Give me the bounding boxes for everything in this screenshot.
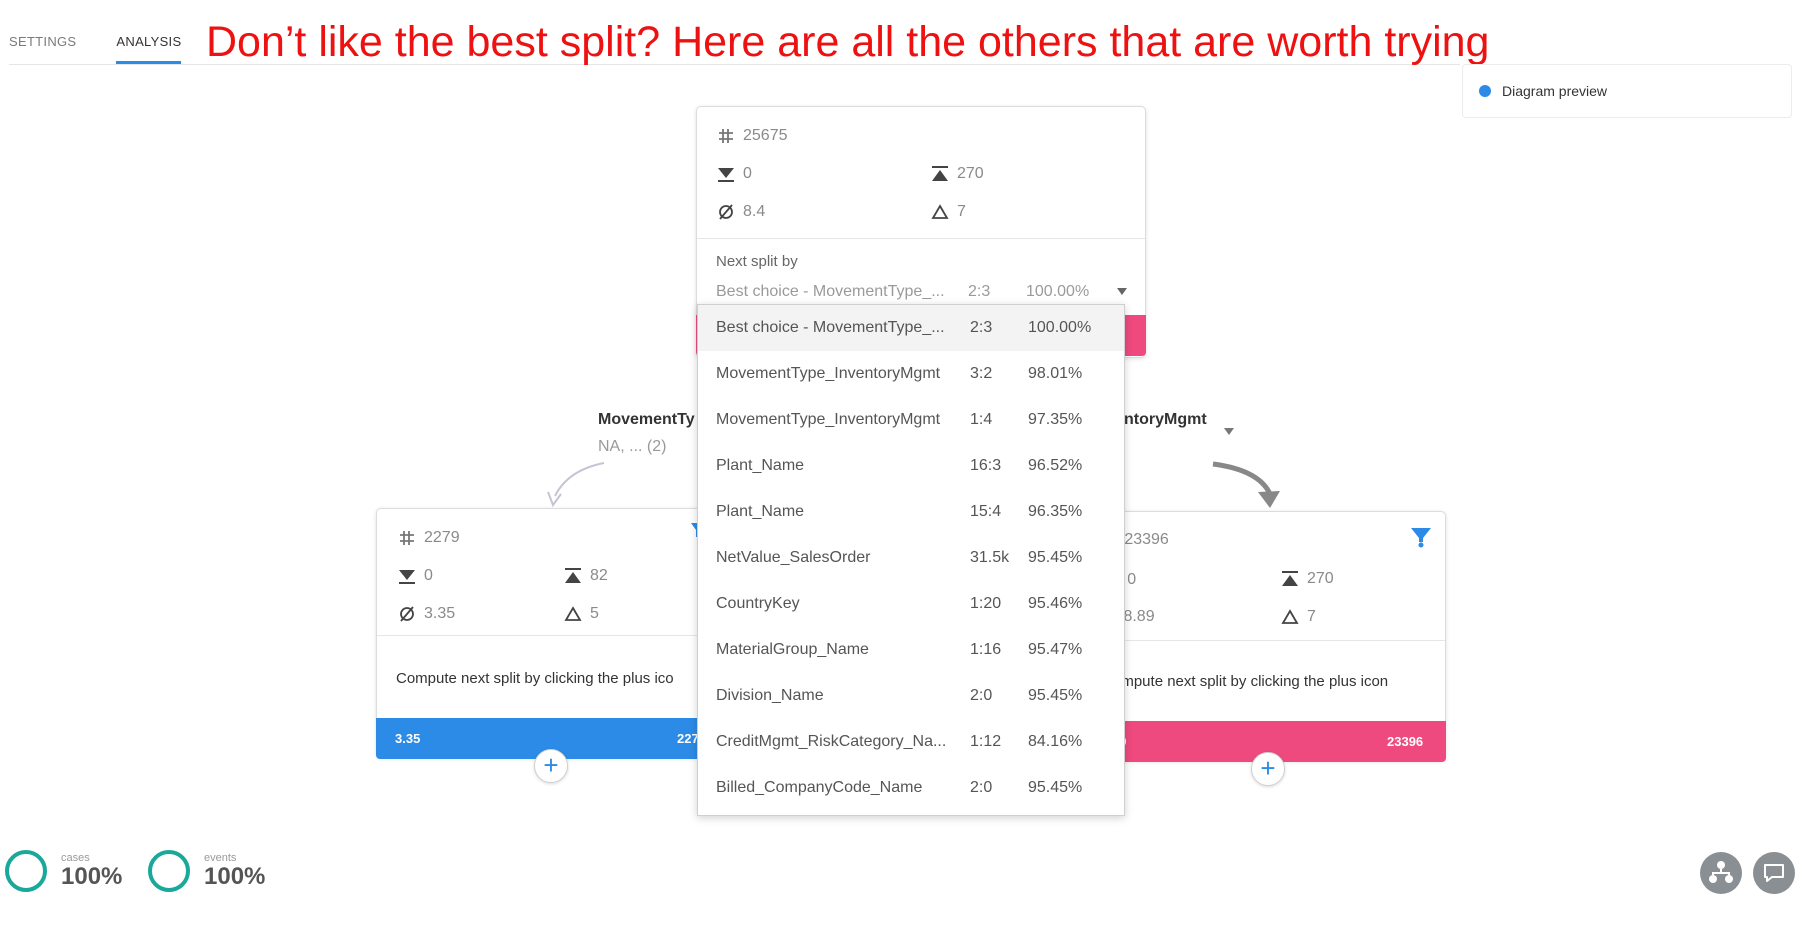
plus-button[interactable]: + — [1251, 752, 1285, 786]
avg-stat: 8.4 — [717, 203, 765, 221]
range-stat: 7 — [1281, 608, 1316, 626]
range-stat: 7 — [931, 203, 966, 221]
dropdown-option[interactable]: MovementType_InventoryMgmt 1:4 97.35% — [716, 411, 1083, 428]
max-stat: 82 — [564, 567, 608, 585]
card-divider — [1099, 640, 1445, 641]
right-node-card[interactable]: - 23396 ⌊ 0 270 / 8.89 7 ompute next spl… — [1098, 511, 1446, 762]
tab-settings[interactable]: SETTINGS — [9, 34, 77, 49]
diagram-preview[interactable]: Diagram preview — [1462, 64, 1792, 118]
filter-icon[interactable] — [1411, 528, 1431, 548]
max-stat: 270 — [1281, 570, 1334, 588]
metric-label: events — [204, 851, 237, 864]
dropdown-option[interactable]: MaterialGroup_Name 1:16 95.47% — [716, 641, 1083, 658]
events-ring — [148, 850, 190, 892]
dropdown-option[interactable]: CreditMgmt_RiskCategory_Na... 1:12 84.16… — [716, 733, 1083, 750]
bar-left-value: 3.35 — [395, 731, 421, 746]
delta-icon — [564, 606, 582, 621]
cases-stat: 2279 — [398, 529, 460, 547]
annotation-text: Don’t like the best split? Here are all … — [206, 18, 1490, 66]
left-branch-name[interactable]: MovementTy — [598, 411, 695, 428]
diagram-preview-label: Diagram preview — [1502, 83, 1608, 99]
dropdown-option[interactable]: Plant_Name 16:3 96.52% — [716, 457, 1083, 474]
split-dropdown: Best choice - MovementType_... 2:3 100.0… — [697, 304, 1125, 816]
bar-right-value: 23396 — [1387, 734, 1424, 749]
min-stat: 0 — [398, 567, 433, 585]
right-branch-name[interactable]: ntoryMgmt — [1124, 411, 1207, 428]
metric-value: 100% — [204, 862, 266, 890]
split-select[interactable]: Best choice - MovementType_... 2:3 100.0… — [716, 283, 1127, 305]
min-stat: 0 — [717, 165, 752, 183]
metric-label: cases — [61, 851, 90, 864]
max-icon — [932, 166, 948, 181]
card-divider — [377, 635, 705, 636]
cases-metric: cases 100% — [5, 850, 122, 892]
min-icon — [399, 570, 415, 584]
delta-icon — [1281, 609, 1299, 624]
left-node-card[interactable]: 2279 0 82 3.35 5 Compute next split by c… — [376, 508, 706, 759]
avg-stat: 3.35 — [398, 605, 455, 623]
dropdown-option[interactable]: Plant_Name 15:4 96.35% — [716, 503, 1083, 520]
next-split-label: Next split by — [716, 253, 798, 270]
max-icon — [1282, 571, 1298, 586]
chevron-down-icon — [1117, 288, 1127, 295]
range-stat: 5 — [564, 605, 599, 623]
dropdown-option[interactable]: NetValue_SalesOrder 31.5k 95.45% — [716, 549, 1083, 566]
hint-text: ompute next split by clicking the plus i… — [1113, 673, 1389, 690]
card-divider — [697, 238, 1145, 239]
max-stat: 270 — [931, 165, 984, 183]
min-icon — [718, 168, 734, 182]
dot-icon — [1479, 85, 1491, 97]
chat-button[interactable] — [1753, 852, 1795, 894]
max-icon — [565, 568, 581, 583]
dropdown-option[interactable]: Best choice - MovementType_... 2:3 100.0… — [698, 305, 1124, 351]
delta-icon — [931, 204, 949, 219]
hierarchy-icon — [1709, 861, 1733, 883]
chevron-down-icon[interactable] — [1224, 428, 1234, 435]
events-metric: events 100% — [148, 850, 265, 892]
tab-analysis[interactable]: ANALYSIS — [116, 34, 182, 64]
hierarchy-button[interactable] — [1700, 852, 1742, 894]
hint-text: Compute next split by clicking the plus … — [396, 670, 674, 687]
avg-icon — [400, 606, 414, 622]
left-branch-values: NA, ... (2) — [598, 438, 667, 455]
chat-icon — [1764, 864, 1784, 882]
cases-stat: 25675 — [717, 127, 788, 145]
dropdown-option[interactable]: Division_Name 2:0 95.45% — [716, 687, 1083, 704]
cases-ring — [5, 850, 47, 892]
dropdown-option[interactable]: MovementType_InventoryMgmt 3:2 98.01% — [716, 365, 1083, 382]
hash-icon — [400, 531, 414, 545]
dropdown-option[interactable]: CountryKey 1:20 95.46% — [716, 595, 1083, 612]
tab-bar: SETTINGS ANALYSIS — [9, 0, 221, 64]
tab-divider — [9, 64, 1460, 65]
bar-right-value: 227 — [677, 731, 699, 746]
avg-icon — [719, 204, 733, 220]
metric-value: 100% — [61, 862, 123, 890]
hash-icon — [719, 129, 733, 143]
dropdown-option[interactable]: Billed_CompanyCode_Name 2:0 95.45% — [716, 779, 1083, 796]
plus-button[interactable]: + — [534, 749, 568, 783]
